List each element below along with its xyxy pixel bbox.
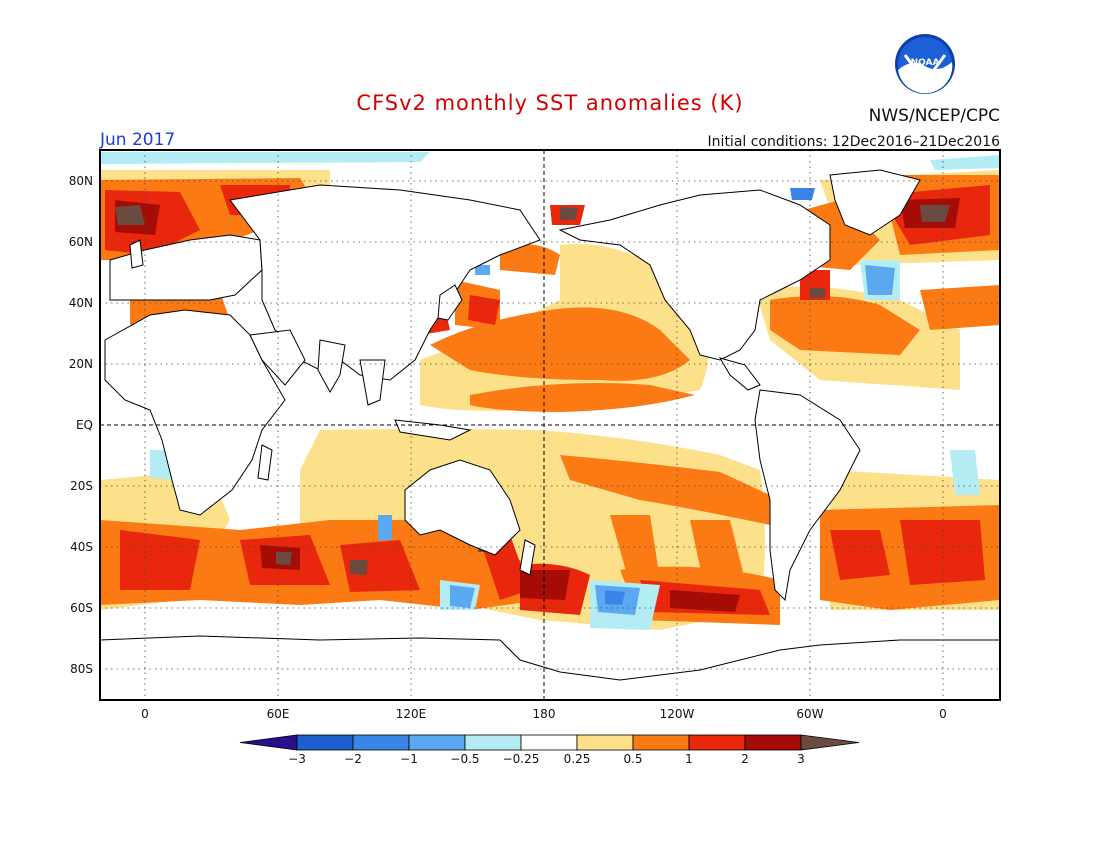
- colorbar-tick-label: 2: [741, 752, 749, 766]
- chart-title: CFSv2 monthly SST anomalies (K): [356, 91, 743, 115]
- colorbar-tick-label: −1: [400, 752, 418, 766]
- lon-label: 60W: [796, 707, 823, 721]
- colorbar-swatch: [464, 734, 522, 751]
- lon-label: 60E: [267, 707, 290, 721]
- colorbar-swatch: [688, 734, 746, 751]
- colorbar-low-arrow: [239, 734, 298, 751]
- colorbar-tick-label: 1: [685, 752, 693, 766]
- colorbar: −3 −2 −1 −0.5 −0.25 0.25 0.5 1 2 3: [239, 734, 860, 766]
- colorbar-tick-label: −3: [288, 752, 306, 766]
- lat-label: 40N: [69, 296, 93, 310]
- colorbar-tick-label: 0.25: [564, 752, 591, 766]
- lat-label: 20S: [70, 479, 93, 493]
- lon-label: 0: [939, 707, 947, 721]
- lat-label: 80S: [70, 662, 93, 676]
- colorbar-swatch: [744, 734, 802, 751]
- colorbar-high-arrow: [800, 734, 860, 751]
- colorbar-tick-label: 3: [797, 752, 805, 766]
- map-area: [100, 150, 1000, 700]
- colorbar-tick-label: −2: [344, 752, 362, 766]
- lat-label: 40S: [70, 540, 93, 554]
- lat-label: 80N: [69, 174, 93, 188]
- valid-month-label: Jun 2017: [99, 130, 175, 150]
- colorbar-tick-label: −0.25: [503, 752, 540, 766]
- noaa-logo: NOAA: [895, 34, 955, 94]
- colorbar-swatch: [520, 734, 578, 751]
- lon-label: 120W: [660, 707, 695, 721]
- lat-label: 20N: [69, 357, 93, 371]
- agency-label: NWS/NCEP/CPC: [869, 106, 1000, 126]
- lat-axis: 80N 60N 40N 20N EQ 20S 40S 60S 80S: [69, 174, 93, 676]
- noaa-logo-text: NOAA: [911, 58, 940, 68]
- colorbar-swatch: [576, 734, 634, 751]
- colorbar-tick-label: −0.5: [450, 752, 479, 766]
- lat-label: EQ: [76, 418, 93, 432]
- map-frame: [99, 149, 1001, 701]
- colorbar-swatch: [352, 734, 410, 751]
- lon-label: 0: [141, 707, 149, 721]
- lat-label: 60N: [69, 235, 93, 249]
- lat-label: 60S: [70, 601, 93, 615]
- colorbar-swatch: [632, 734, 690, 751]
- initial-conditions-label: Initial conditions: 12Dec2016–21Dec2016: [708, 134, 1001, 150]
- lon-label: 180: [533, 707, 556, 721]
- continents: [100, 169, 1000, 700]
- colorbar-swatch: [408, 734, 466, 751]
- anomaly-fill-neg-1: [605, 188, 815, 605]
- lon-label: 120E: [396, 707, 427, 721]
- lon-axis: 0 60E 120E 180 120W 60W 0: [141, 707, 947, 721]
- colorbar-swatch: [296, 734, 354, 751]
- colorbar-tick-label: 0.5: [623, 752, 642, 766]
- equator-dateline: [100, 150, 1000, 700]
